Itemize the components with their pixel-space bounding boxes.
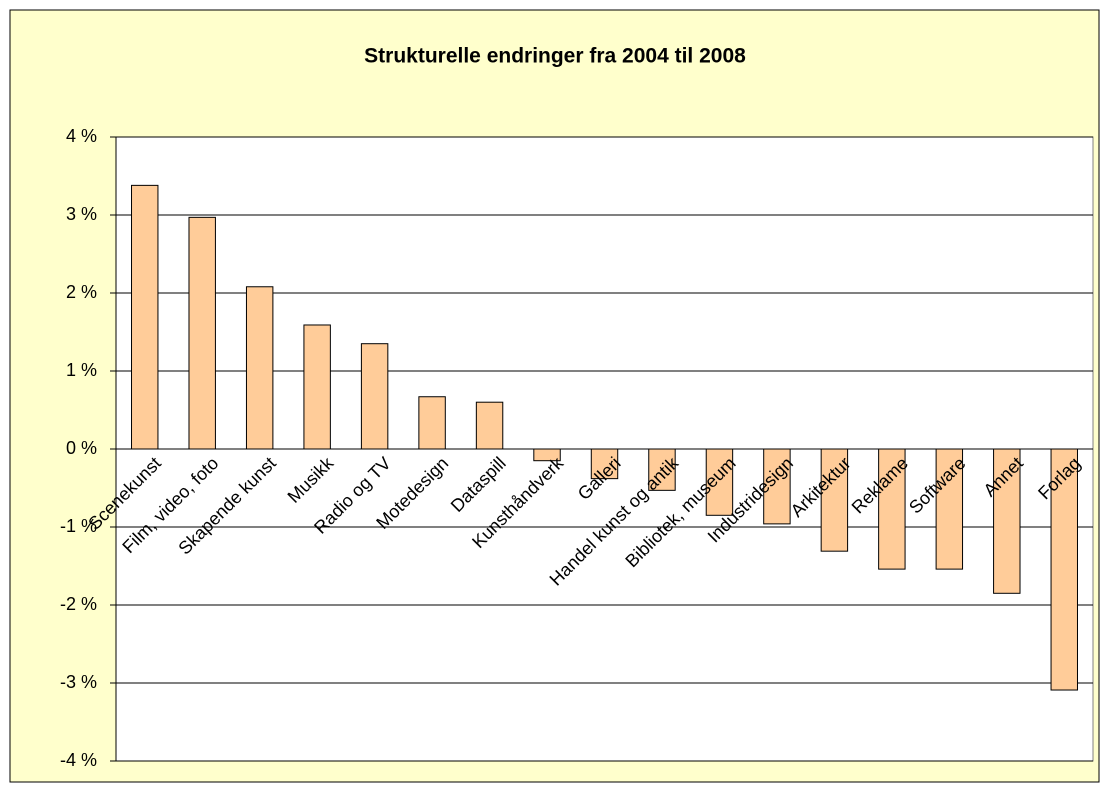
y-tick-label: 3 % [66,204,97,224]
bar [993,448,1021,594]
bar [878,448,906,570]
bar [303,324,331,450]
y-tick-label: -1 % [60,516,97,536]
bar [418,396,446,450]
y-tick-label: 2 % [66,282,97,302]
bar [131,184,159,450]
bar [648,448,676,491]
y-tick-label: -3 % [60,672,97,692]
y-tick-label: 0 % [66,438,97,458]
y-tick-label: -4 % [60,750,97,770]
y-tick-label: -2 % [60,594,97,614]
y-tick-label: 4 % [66,126,97,146]
bar [763,448,791,525]
bar [935,448,964,570]
bar [475,401,504,450]
bar [1050,448,1078,691]
bar [245,286,274,450]
bar [188,216,216,450]
y-tick-label: 1 % [66,360,97,380]
bar [705,448,734,516]
bar [360,343,389,450]
chart-title: Strukturelle endringer fra 2004 til 2008 [364,45,746,68]
